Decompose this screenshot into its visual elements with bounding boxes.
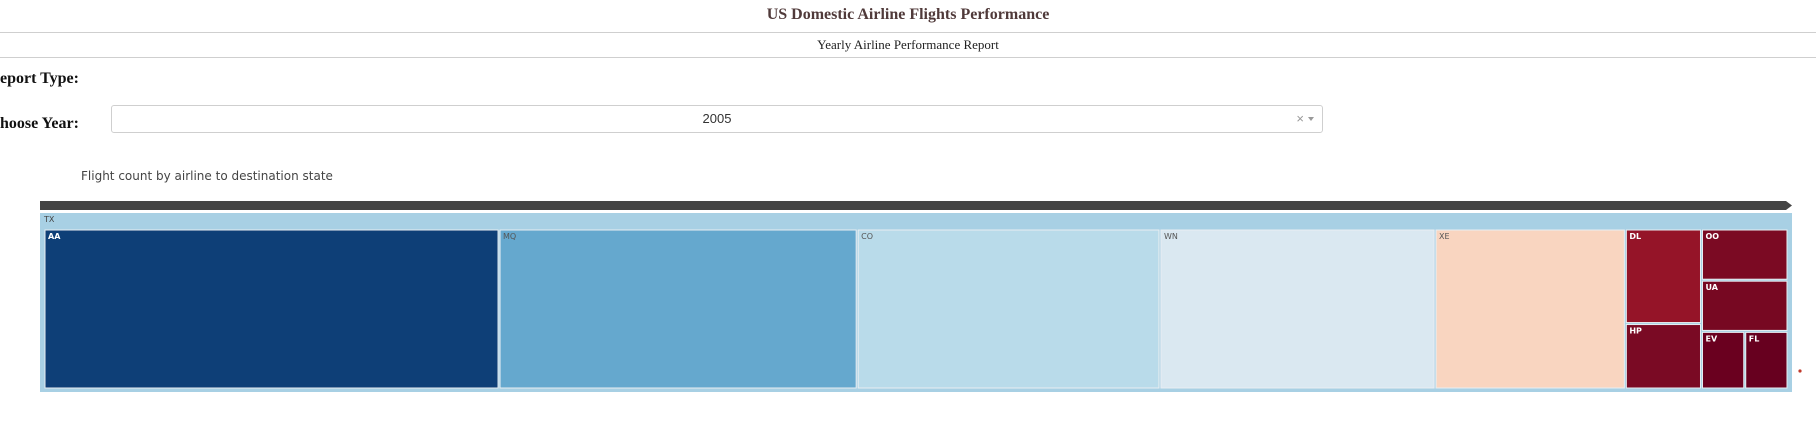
- treemap-tile-oo[interactable]: [1701, 229, 1788, 280]
- year-label: hoose Year:: [0, 115, 79, 132]
- treemap-tile-co[interactable]: [857, 229, 1160, 389]
- treemap-tile-label: UA: [1705, 283, 1718, 292]
- year-dropdown[interactable]: 2005 ×: [111, 105, 1323, 133]
- treemap-tile-ev[interactable]: [1701, 331, 1745, 389]
- treemap-tile-mq[interactable]: [499, 229, 857, 389]
- treemap-tile-label: XE: [1439, 232, 1450, 241]
- treemap-tile-label: CO: [861, 232, 873, 241]
- pathbar[interactable]: [40, 201, 1792, 210]
- treemap-tile-label: HP: [1629, 327, 1642, 336]
- page-title: US Domestic Airline Flights Performance: [0, 0, 1816, 33]
- treemap-tile-ua[interactable]: [1701, 280, 1788, 331]
- treemap-root-label: TX: [43, 215, 55, 224]
- treemap-tile-label: DL: [1629, 232, 1641, 241]
- treemap-tile-aa[interactable]: [44, 229, 499, 389]
- treemap-tile-label: AA: [48, 232, 61, 241]
- treemap-tile-hp[interactable]: [1625, 324, 1701, 389]
- year-dropdown-value: 2005: [702, 111, 732, 126]
- report-type-label: eport Type:: [0, 70, 79, 87]
- modebar-dot: [1798, 369, 1802, 373]
- treemap-tile-label: WN: [1164, 232, 1178, 241]
- clear-icon[interactable]: ×: [1296, 111, 1304, 126]
- treemap: TX AA MQ CO WN XE DL HP OO UA EV FL: [40, 201, 1792, 392]
- page-subtitle: Yearly Airline Performance Report: [0, 33, 1816, 58]
- treemap-tile-wn[interactable]: [1160, 229, 1435, 389]
- treemap-tile-label: FL: [1749, 334, 1760, 343]
- chevron-down-icon[interactable]: [1308, 117, 1314, 121]
- treemap-tile-fl[interactable]: [1745, 331, 1788, 389]
- chart-title: Flight count by airline to destination s…: [81, 169, 333, 183]
- treemap-tile-label: OO: [1705, 232, 1719, 241]
- treemap-tile-label: EV: [1705, 334, 1717, 343]
- treemap-tile-label: MQ: [503, 232, 516, 241]
- treemap-tile-dl[interactable]: [1625, 229, 1701, 324]
- treemap-chart: Flight count by airline to destination s…: [40, 169, 1802, 392]
- treemap-tile-xe[interactable]: [1435, 229, 1625, 389]
